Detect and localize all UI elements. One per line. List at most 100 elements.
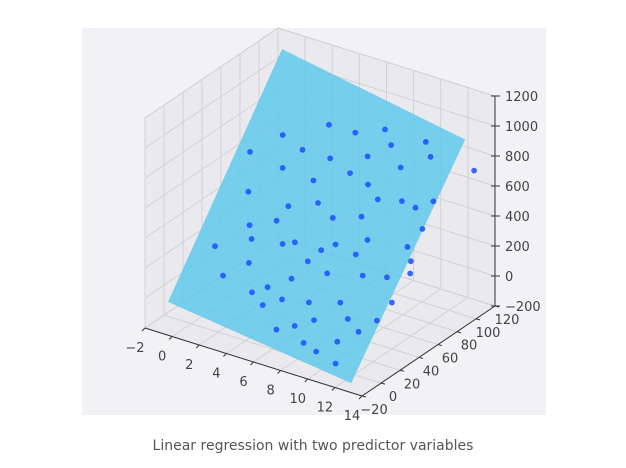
data-point [427, 153, 434, 160]
data-point [404, 244, 411, 250]
points-layer [212, 121, 477, 367]
z-tick-label: 600 [505, 180, 530, 195]
data-point [352, 129, 359, 136]
y-tick-label: 0 [389, 390, 397, 405]
z-tick-label: −200 [505, 300, 541, 315]
x-tick [250, 361, 254, 366]
data-point [388, 142, 394, 149]
data-point [334, 338, 341, 345]
x-tick [304, 378, 309, 383]
y-tick-label: 60 [442, 352, 459, 367]
grid-line-z-back [277, 27, 496, 97]
data-point [315, 200, 321, 206]
y-tick-label: 100 [476, 326, 501, 341]
y-tick [361, 395, 367, 398]
data-point [471, 167, 477, 174]
data-point [324, 270, 331, 277]
data-point [248, 236, 255, 242]
data-point [247, 149, 253, 155]
data-point [299, 146, 306, 153]
y-tick [475, 318, 481, 321]
data-point [279, 296, 285, 303]
data-point [327, 155, 334, 162]
data-point [352, 251, 359, 258]
data-point [389, 299, 395, 306]
data-point [365, 181, 371, 188]
x-tick-label: 8 [266, 384, 274, 399]
z-tick-label: 0 [505, 270, 513, 285]
grid-line-x-floor [334, 297, 469, 388]
y-tick [418, 356, 424, 359]
data-point [273, 326, 280, 333]
y-tick [456, 331, 462, 334]
data-point [359, 272, 366, 279]
data-point [374, 196, 381, 203]
regression-plane [168, 49, 466, 384]
y-tick-label: 20 [404, 377, 421, 392]
data-point [329, 214, 336, 221]
data-point [408, 258, 414, 265]
data-point [382, 126, 388, 133]
data-point [374, 317, 380, 324]
z-tick-label: 400 [505, 210, 530, 225]
data-point [245, 188, 252, 195]
data-point [310, 177, 317, 184]
data-point [288, 275, 295, 282]
grid-line-z-left [144, 87, 279, 179]
x-tick-label: −2 [125, 341, 144, 356]
grid-line-z-left [144, 27, 279, 119]
data-point [347, 170, 353, 177]
data-point [249, 289, 255, 296]
data-point [220, 272, 227, 279]
data-point [399, 198, 405, 205]
data-point [246, 260, 252, 266]
data-point [300, 340, 307, 346]
data-point [279, 241, 286, 247]
x-tick-label: 6 [239, 375, 247, 390]
data-point [246, 222, 253, 229]
data-point [311, 317, 317, 323]
x-tick-label: 2 [185, 358, 193, 373]
x-tick [277, 370, 281, 374]
data-point [326, 121, 332, 128]
x-tick-label: 14 [344, 409, 361, 424]
data-point [291, 323, 298, 329]
x-tick [141, 327, 146, 332]
data-point [332, 360, 339, 367]
x-tick [358, 395, 363, 400]
data-point [279, 132, 286, 138]
chart-caption: Linear regression with two predictor var… [152, 438, 474, 454]
grid-line-z-left [144, 57, 279, 149]
data-point [358, 213, 365, 220]
data-point [419, 226, 426, 232]
data-point [292, 239, 298, 246]
x-tick-label: 4 [212, 367, 220, 382]
data-point [407, 270, 414, 277]
data-point [384, 274, 390, 281]
data-point [279, 165, 286, 171]
z-tick-label: 200 [505, 240, 530, 255]
data-point [397, 164, 404, 171]
x-tick-label: 12 [317, 401, 334, 416]
data-point [337, 299, 344, 306]
data-point [212, 243, 218, 250]
data-point [318, 247, 325, 254]
z-tick-label: 1000 [505, 120, 538, 135]
y-tick-label: 120 [495, 313, 520, 328]
x-tick [331, 387, 336, 391]
y-tick [399, 369, 405, 372]
z-tick-label: 800 [505, 150, 530, 165]
x-tick [168, 336, 173, 340]
x-tick-label: 0 [158, 350, 166, 365]
surface-layer [168, 49, 466, 384]
z-tick-label: 1200 [505, 90, 538, 105]
data-point [364, 237, 371, 243]
y-axis-line [361, 305, 496, 397]
data-point [264, 284, 271, 291]
data-point [344, 316, 351, 322]
x-tick-label: 10 [290, 392, 307, 407]
y-tick-label: 40 [423, 364, 440, 379]
y-tick [437, 344, 443, 347]
